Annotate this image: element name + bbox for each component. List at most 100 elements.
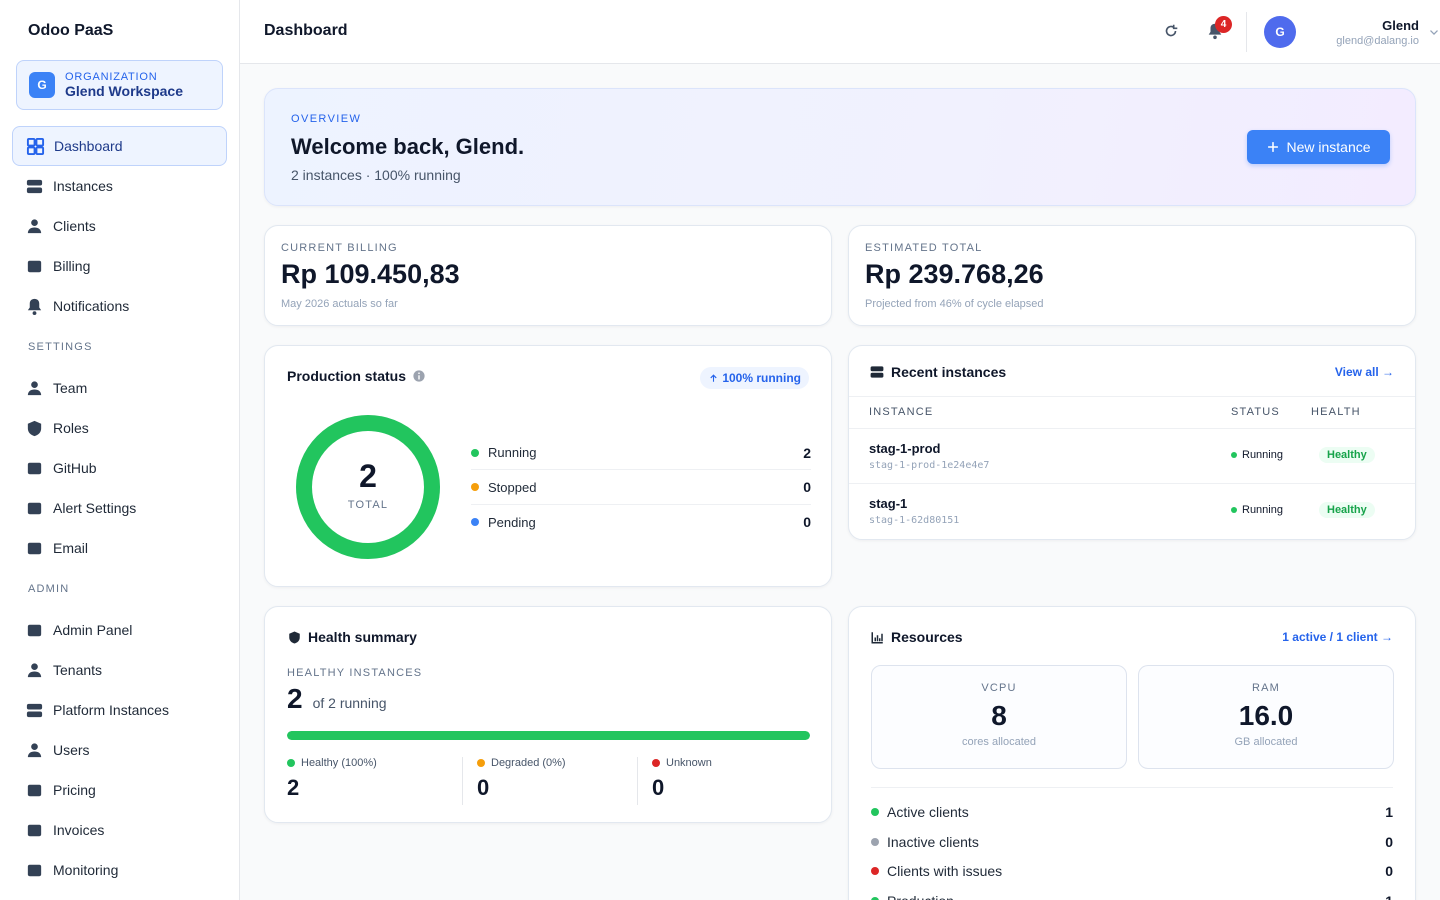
health-bar-track xyxy=(287,731,810,740)
card-title: Recent instances xyxy=(869,364,1006,380)
divider xyxy=(1246,12,1247,52)
nav-item[interactable]: GitHub xyxy=(12,448,227,488)
user-name: Glend xyxy=(1382,17,1419,33)
nav-item[interactable]: Email xyxy=(12,528,227,568)
stat-label: Degraded (0%) xyxy=(477,757,636,769)
instance-id: stag-1-62d80151 xyxy=(869,515,960,526)
nav-item[interactable]: Pricing xyxy=(12,770,227,810)
new-instance-button[interactable]: New instance xyxy=(1247,130,1390,164)
user-menu[interactable]: G Glend glend@dalang.io xyxy=(1264,14,1440,50)
clients-link[interactable]: 1 active / 1 client → xyxy=(1282,630,1393,644)
resource-row: Production1 xyxy=(871,889,1393,900)
icon xyxy=(27,742,42,757)
icon-part xyxy=(27,784,42,796)
instance-id: stag-1-prod-1e24e4e7 xyxy=(869,460,990,471)
top-bar: Dashboard 4 G Glend glend@dalang.io xyxy=(240,0,1440,64)
notification-badge: 4 xyxy=(1215,16,1232,33)
icon-part xyxy=(879,637,881,641)
health-pill: Healthy xyxy=(1319,502,1375,518)
instance-status: Running xyxy=(1231,449,1283,461)
status-text: Running xyxy=(1242,504,1283,516)
nav-label: Clients xyxy=(53,218,96,234)
overview-eyebrow: OVERVIEW xyxy=(291,113,362,125)
nav-item[interactable]: Invoices xyxy=(12,810,227,850)
overview-subtitle: 2 instances · 100% running xyxy=(291,167,461,183)
title-text: Recent instances xyxy=(891,364,1007,380)
nav-item[interactable]: Notifications xyxy=(12,286,227,326)
notifications-button[interactable]: 4 xyxy=(1206,16,1232,45)
nav-item[interactable]: Billing xyxy=(12,246,227,286)
nav-label: Instances xyxy=(53,178,113,194)
nav-item[interactable]: Instances xyxy=(12,166,227,206)
nav-label: Admin Panel xyxy=(53,622,133,638)
row-dot xyxy=(871,896,879,900)
icon xyxy=(27,298,42,315)
icon-part xyxy=(27,298,42,310)
nav-item[interactable]: Team xyxy=(12,368,227,408)
row-label: Clients with issues xyxy=(887,863,1003,879)
healthy-label: HEALTHY INSTANCES xyxy=(287,667,423,679)
instance-name: stag-1 xyxy=(869,496,908,511)
nav-item[interactable]: Admin Panel xyxy=(12,610,227,650)
nav-item[interactable]: Clients xyxy=(12,206,227,246)
row-value: 0 xyxy=(1385,863,1393,879)
icon xyxy=(27,260,42,272)
resource-tile: RAM 16.0 GB allocated xyxy=(1138,665,1394,769)
nav-label: Alert Settings xyxy=(53,500,137,516)
org-switcher[interactable]: G ORGANIZATION Glend Workspace xyxy=(16,60,223,110)
icon xyxy=(27,784,42,796)
nav: Dashboard Instances Clients Billing Notifica… xyxy=(12,126,227,890)
icon xyxy=(871,631,883,643)
overview-card: OVERVIEW Welcome back, Glend. 2 instances … xyxy=(264,88,1416,206)
view-all-link[interactable]: View all → xyxy=(1334,365,1394,379)
healthy-value: 2 of 2 running xyxy=(287,683,387,715)
icon-part xyxy=(27,670,42,677)
stat-value: 2 xyxy=(287,775,300,800)
resource-row: Clients with issues 0 xyxy=(871,859,1393,883)
nav-item[interactable]: Users xyxy=(12,730,227,770)
nav-item[interactable]: Roles xyxy=(12,408,227,448)
production-status-card: Production status 100% running 2 TOTAL Runni… xyxy=(264,345,832,587)
icon-part xyxy=(874,637,876,641)
instance-status: Running xyxy=(1231,504,1283,516)
icon-part xyxy=(31,218,38,226)
icon-part xyxy=(26,703,43,710)
stat-value: 0 xyxy=(652,775,665,800)
overview-title: Welcome back, Glend. xyxy=(291,134,525,159)
nav-item[interactable]: Monitoring xyxy=(12,850,227,890)
donut-chart xyxy=(296,415,440,559)
icon-part xyxy=(26,179,43,186)
icon xyxy=(26,179,43,193)
icon-part xyxy=(418,375,420,380)
user-email: glend@dalang.io xyxy=(1336,34,1419,47)
nav-item[interactable]: Platform Instances xyxy=(12,690,227,730)
icon-part xyxy=(32,310,37,315)
org-text: ORGANIZATION Glend Workspace xyxy=(65,71,183,99)
nav-item[interactable]: Dashboard xyxy=(12,126,227,166)
resources-card: Resources 1 active / 1 client → VCPU 8 cores… xyxy=(848,606,1416,900)
refresh-button[interactable] xyxy=(1162,22,1180,45)
instance-row[interactable]: stag-1-prod stag-1-prod-1e24e4e7 Running He… xyxy=(849,428,1415,483)
icon xyxy=(27,824,42,836)
instance-row[interactable]: stag-1 stag-1-62d80151 Running Healthy xyxy=(849,483,1415,538)
nav-item[interactable]: Alert Settings xyxy=(12,488,227,528)
icon xyxy=(289,631,300,643)
tile-value: 16.0 xyxy=(1238,700,1294,731)
org-name: Glend Workspace xyxy=(65,83,184,99)
nav-label: Dashboard xyxy=(54,138,123,154)
billing-card: CURRENT BILLING Rp 109.450,83 May 2026 act… xyxy=(264,225,832,326)
stat-label: Healthy (100%) xyxy=(287,757,461,769)
nav-section-title: SETTINGS xyxy=(28,341,93,353)
legend-value: 2 xyxy=(803,444,811,461)
legend-label: Running xyxy=(488,445,537,460)
legend-label: Pending xyxy=(488,514,536,530)
icon-part xyxy=(876,634,879,641)
row-dot xyxy=(871,867,879,875)
icon xyxy=(27,502,42,514)
icon-part xyxy=(1213,35,1217,40)
icon-part xyxy=(31,742,38,750)
billing-amount: Rp 239.768,26 xyxy=(865,259,1044,289)
nav-item[interactable]: Tenants xyxy=(12,650,227,690)
nav-label: Platform Instances xyxy=(53,702,169,718)
